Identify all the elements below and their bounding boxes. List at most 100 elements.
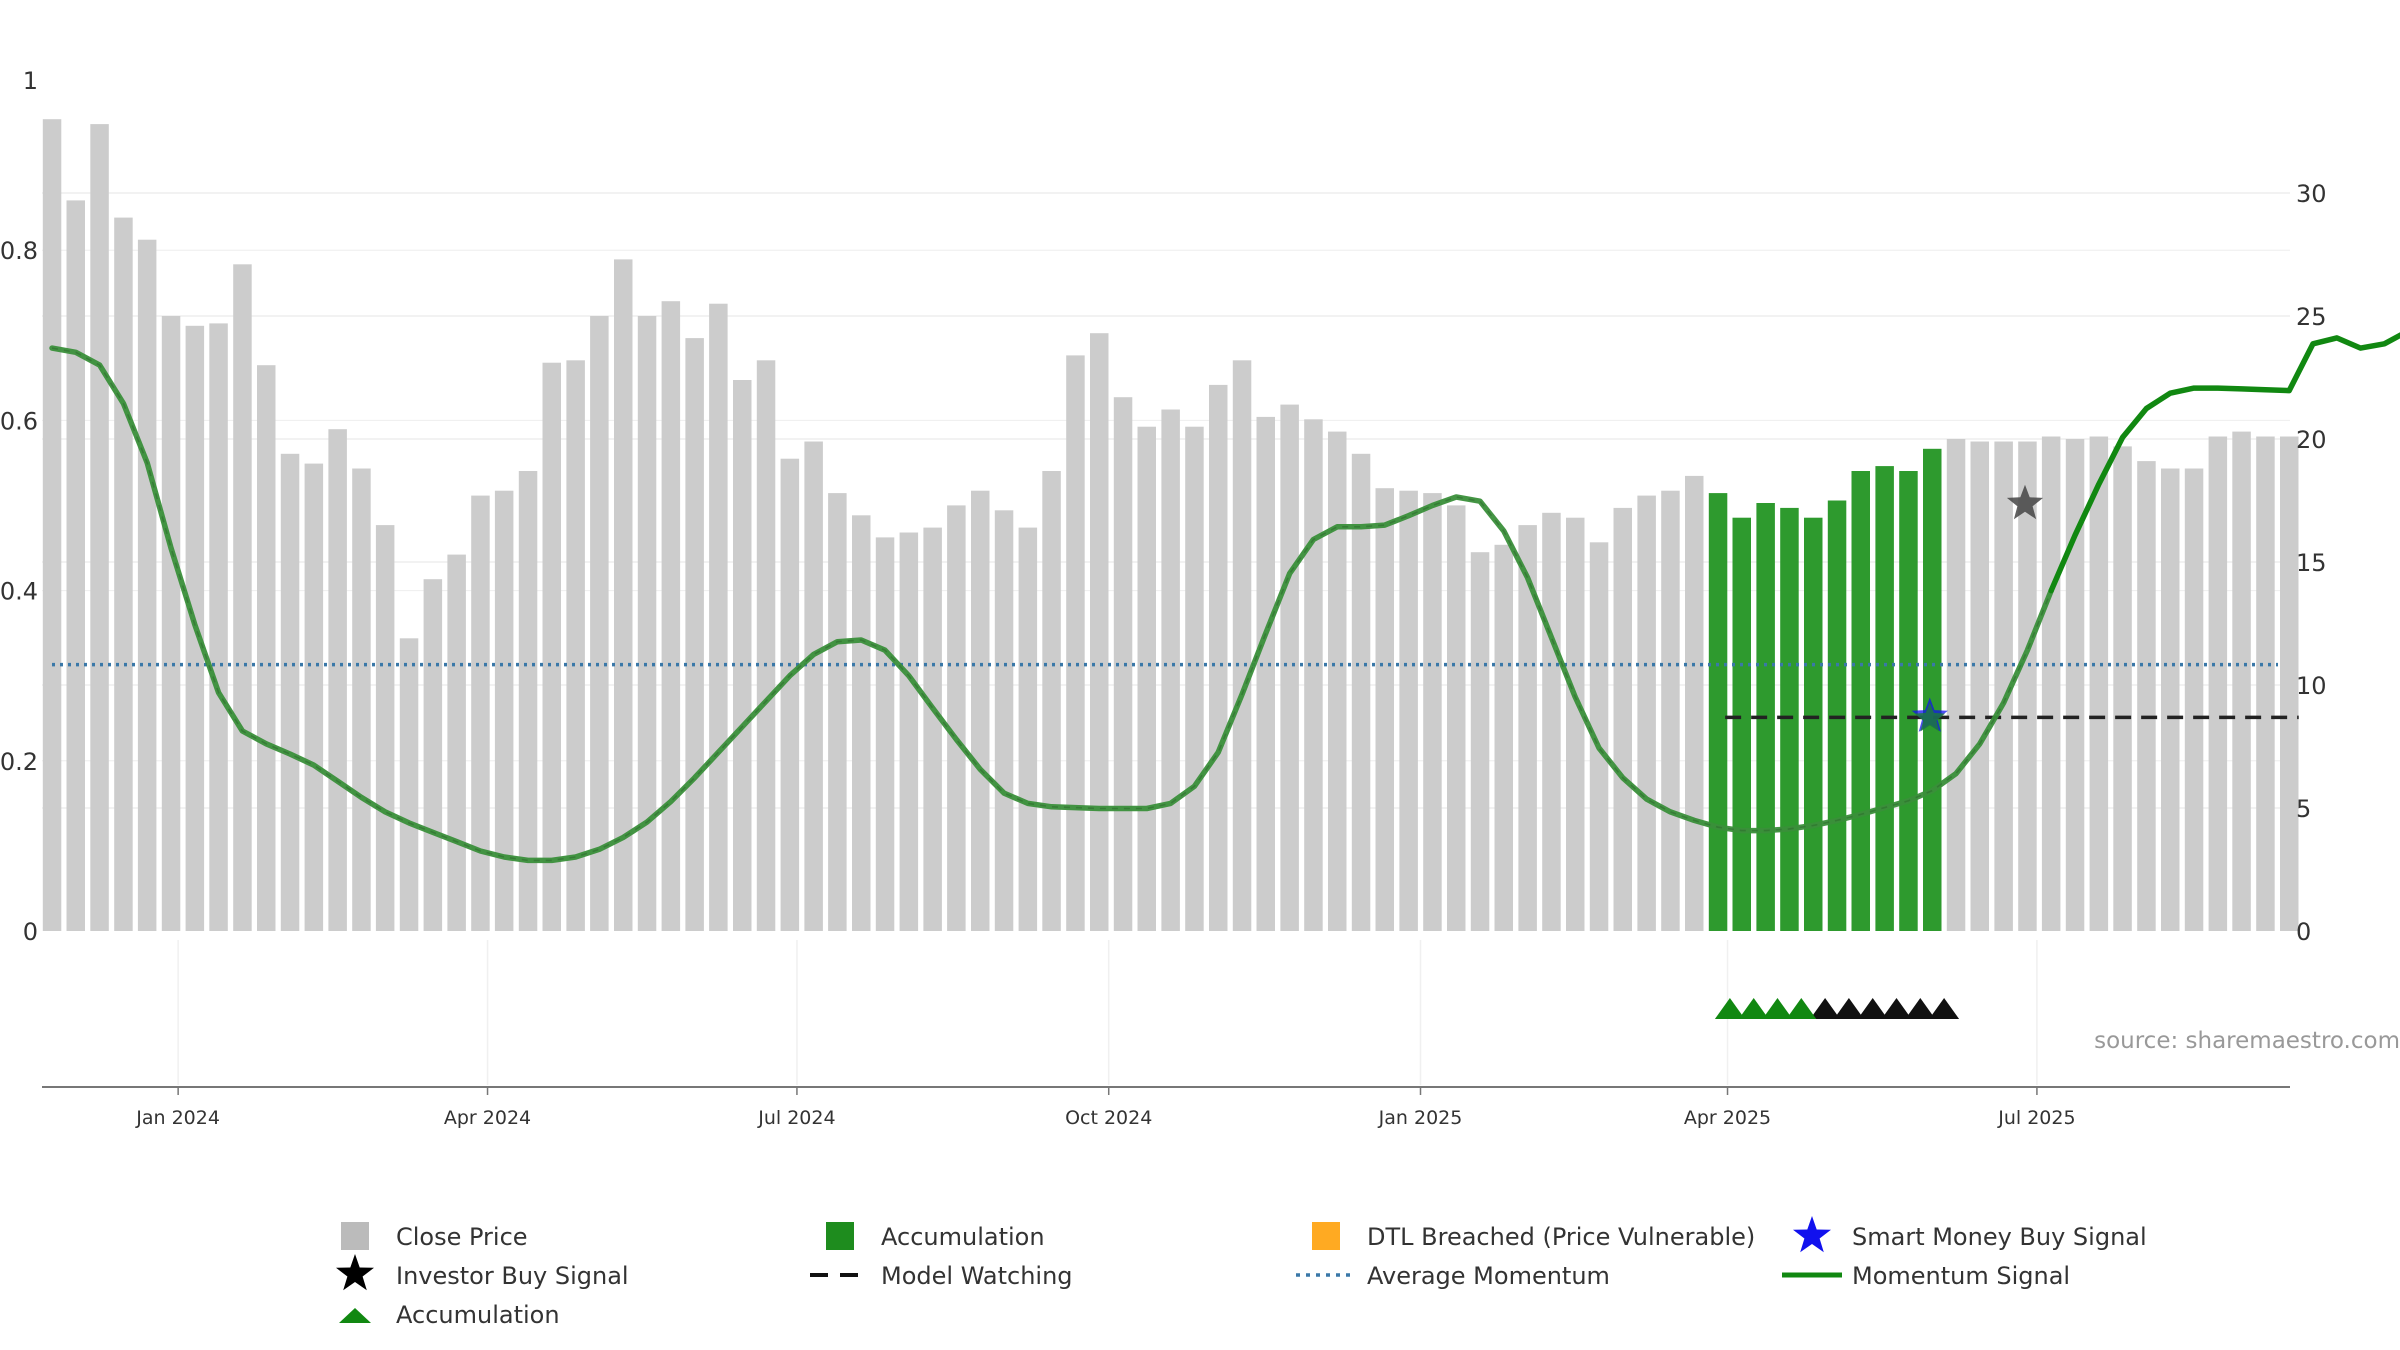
close-price-bar	[971, 490, 990, 931]
accumulation-triangle	[1786, 998, 1817, 1019]
close-price-bar	[90, 124, 109, 932]
signal-stars	[1911, 484, 2044, 732]
accumulation-markers	[1714, 998, 1960, 1019]
accumulation-bar	[1732, 517, 1751, 931]
close-price-bar	[756, 360, 776, 931]
close-price-bar	[733, 380, 752, 931]
close-price-bar	[1304, 419, 1323, 931]
price-bars	[42, 119, 2299, 932]
close-price-bar	[352, 468, 371, 931]
x-axis-tick-label: Jul 2025	[1997, 1107, 2075, 1129]
legend-dtl-label: DTL Breached (Price Vulnerable)	[1367, 1223, 1755, 1251]
watching-triangle	[1810, 998, 1841, 1019]
legend-accumulation-bar-label: Accumulation	[881, 1223, 1045, 1251]
left-axis-tick-label: 0.8	[0, 237, 38, 265]
accumulation-bar	[1899, 471, 1918, 931]
close-price-bar	[994, 510, 1014, 931]
accumulation-triangle	[1762, 998, 1793, 1019]
accumulation-bar	[1875, 466, 1894, 931]
accumulation-bar	[1923, 448, 1942, 931]
right-axis-tick-label: 5	[2296, 795, 2311, 823]
right-axis-tick-label: 30	[2296, 180, 2327, 208]
close-price-bar	[1351, 453, 1371, 931]
watching-triangle	[1857, 998, 1888, 1019]
close-price-bar	[423, 579, 443, 931]
close-price-bar	[875, 537, 895, 931]
right-axis-tick-label: 0	[2296, 918, 2311, 946]
signal-lines	[49, 332, 2400, 864]
close-price-bar	[2208, 436, 2228, 931]
close-price-bar	[780, 458, 800, 931]
close-price-bar	[1542, 512, 1561, 931]
close-price-bar	[1018, 527, 1038, 931]
close-price-bar	[923, 527, 942, 931]
close-price-bar	[1256, 416, 1275, 931]
legend-accumulation-marker-label: Accumulation	[396, 1301, 560, 1329]
left-axis-tick-label: 0.2	[0, 748, 38, 776]
close-price-bar	[685, 338, 704, 932]
legend-momentum-signal-label: Momentum Signal	[1852, 1262, 2070, 1290]
close-price-bar	[161, 316, 181, 931]
close-price-bar	[1970, 441, 1989, 931]
close-price-bar	[1518, 525, 1537, 931]
close-price-bar	[494, 490, 514, 931]
close-price-bar	[1470, 552, 1490, 931]
close-price-bar	[209, 323, 228, 931]
close-price-bar	[661, 301, 681, 931]
x-axis-tick-label: Apr 2025	[1684, 1107, 1771, 1129]
watching-triangle	[1881, 998, 1912, 1019]
close-price-bar	[399, 638, 419, 931]
accumulation-triangle	[1714, 998, 1745, 1019]
close-price-bar	[42, 119, 62, 931]
accumulation-triangle	[1738, 998, 1769, 1019]
x-axis-tick-label: Apr 2024	[444, 1107, 531, 1129]
legend-close-price-swatch	[341, 1222, 369, 1250]
close-price-bar	[2232, 431, 2251, 931]
close-price-bar	[328, 429, 347, 931]
close-price-bar	[1042, 471, 1061, 931]
close-price-bar	[518, 471, 538, 931]
x-axis-tick-label: Jan 2024	[135, 1107, 220, 1129]
legend-dtl-swatch	[1312, 1222, 1340, 1250]
close-price-bar	[1661, 490, 1680, 931]
close-price-bar	[899, 532, 919, 931]
close-price-bar	[2184, 468, 2204, 931]
close-price-bar	[1328, 431, 1347, 931]
close-price-bar	[947, 505, 966, 931]
close-price-bar	[828, 493, 847, 931]
close-price-bar	[375, 525, 395, 931]
right-axis-tick-label: 20	[2296, 426, 2327, 454]
x-axis-tick-label: Jul 2024	[757, 1107, 835, 1129]
x-axis-tick-label: Oct 2024	[1065, 1107, 1152, 1129]
legend-investor-star	[336, 1254, 374, 1291]
close-price-bar	[566, 360, 585, 931]
close-price-bar	[1946, 439, 1966, 931]
accumulation-bar	[1780, 507, 1799, 931]
close-price-bar	[2018, 441, 2037, 931]
close-price-bar	[1566, 517, 1585, 931]
close-price-bar	[257, 365, 276, 931]
close-price-bar	[1090, 333, 1109, 931]
x-axis-tick-label: Jan 2025	[1378, 1107, 1463, 1129]
legend-smart-money-label: Smart Money Buy Signal	[1852, 1223, 2147, 1251]
close-price-bar	[1589, 542, 1609, 931]
legend: Close Price Accumulation DTL Breached (P…	[336, 1216, 2147, 1329]
close-price-bar	[1209, 384, 1228, 931]
investor-buy-star	[2006, 484, 2044, 520]
momentum-signal-line	[51, 347, 2052, 862]
close-price-bar	[2113, 446, 2132, 931]
legend-accumulation-swatch	[826, 1222, 854, 1250]
legend-model-watching-label: Model Watching	[881, 1262, 1073, 1290]
close-price-bar	[447, 554, 466, 931]
source-note: source: sharemaestro.com	[2094, 1028, 2400, 1054]
close-price-bar	[614, 259, 633, 931]
close-price-bar	[2161, 468, 2180, 931]
legend-smart-money-star	[1793, 1216, 1831, 1253]
close-price-bar	[114, 217, 133, 932]
close-price-bar	[1447, 505, 1466, 931]
close-price-bar	[2065, 439, 2085, 931]
close-price-bar	[2280, 436, 2299, 931]
close-price-bar	[590, 316, 609, 931]
